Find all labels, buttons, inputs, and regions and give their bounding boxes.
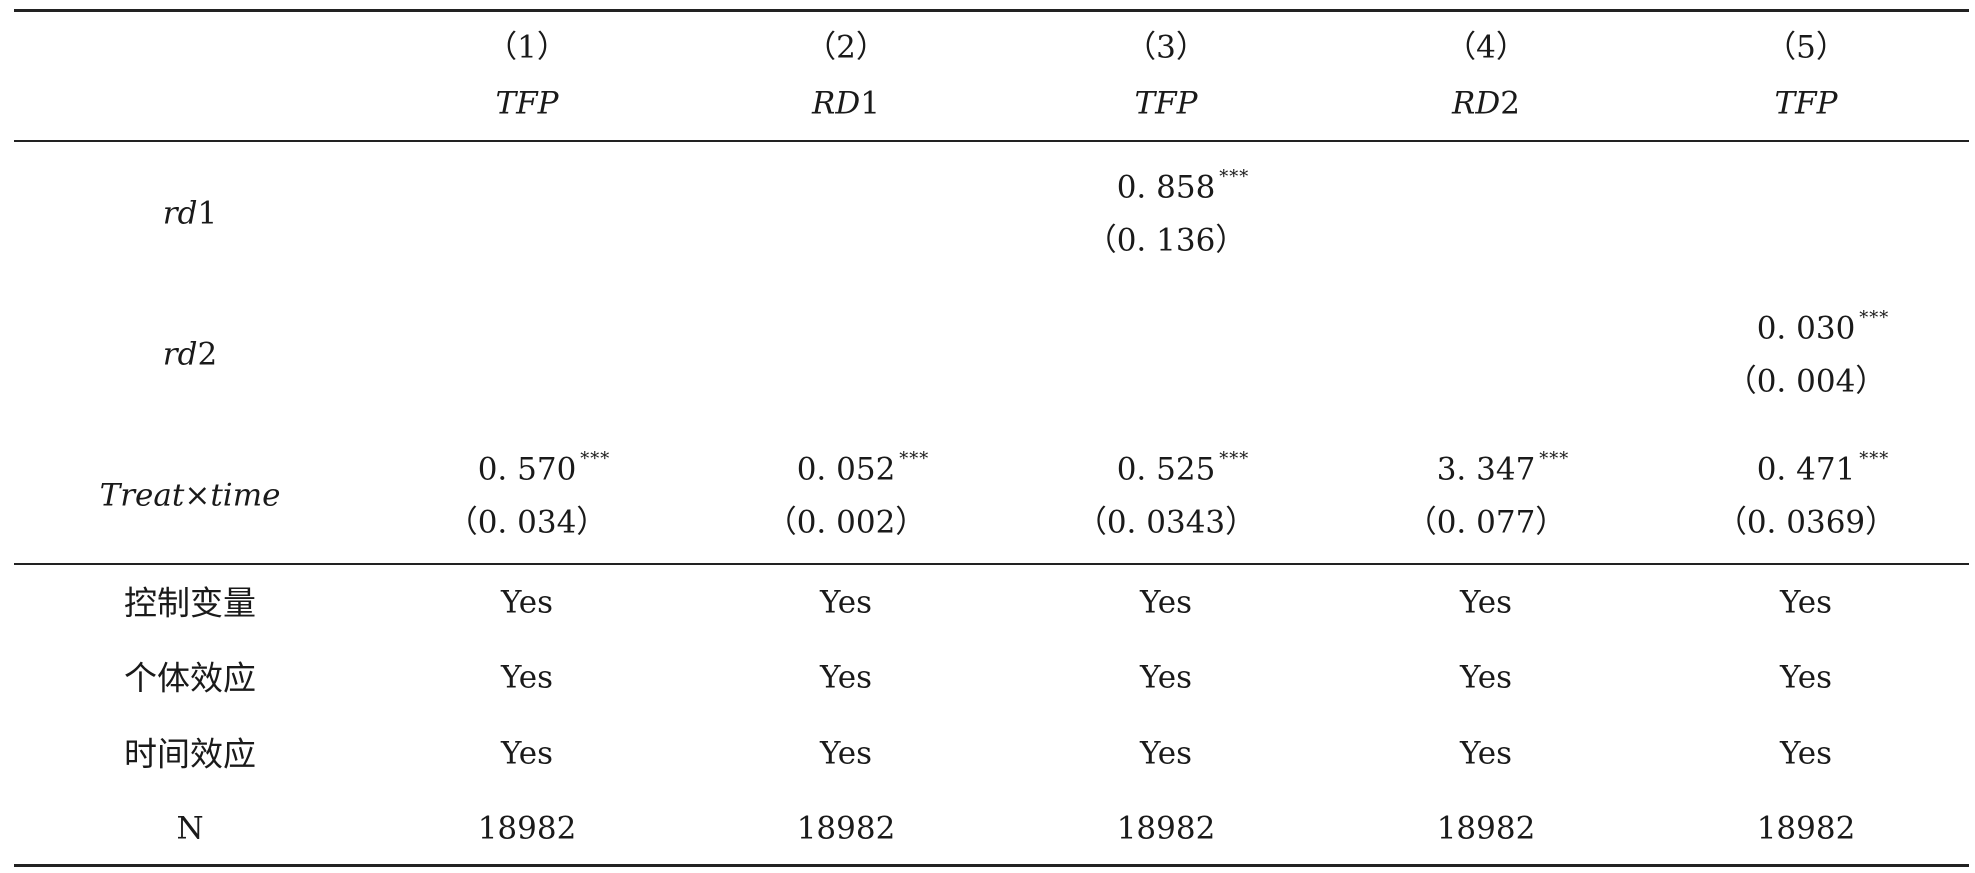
treat-time-se-col4: （0. 077）: [1405, 504, 1567, 541]
row-label-time-effect: 时间效应: [124, 734, 256, 774]
treat-time-coef-col2: 0. 052 ***: [796, 450, 929, 488]
top-rule: [14, 9, 1969, 12]
significance-stars: ***: [580, 448, 611, 470]
row-label-rd2: rd2: [162, 336, 218, 373]
individual-effect-col5: Yes: [1779, 659, 1833, 696]
time-effect-col4: Yes: [1459, 735, 1513, 772]
treat-time-coef-col1: 0. 570 ***: [477, 450, 610, 488]
individual-effect-col3: Yes: [1139, 659, 1193, 696]
col-variable-5: TFP: [1774, 85, 1838, 122]
col-number-3: （3）: [1125, 29, 1207, 66]
controls-col1: Yes: [500, 584, 554, 621]
row-label-n: N: [176, 810, 204, 847]
n-col2: 18982: [796, 810, 896, 847]
time-effect-col5: Yes: [1779, 735, 1833, 772]
col-variable-3: TFP: [1134, 85, 1198, 122]
rd2-coef-col5: 0. 030 ***: [1756, 309, 1889, 347]
row-label-italic: rd: [162, 195, 198, 232]
time-effect-col1: Yes: [500, 735, 554, 772]
significance-stars: ***: [1539, 448, 1570, 470]
row-label-individual-effect: 个体效应: [124, 658, 256, 698]
col-number-5: （5）: [1765, 29, 1847, 66]
controls-col2: Yes: [819, 584, 873, 621]
significance-stars: ***: [1859, 307, 1890, 329]
coef-value: 0. 052: [796, 451, 896, 488]
treat-time-coef-col3: 0. 525 ***: [1116, 450, 1249, 488]
col-variable-name: TFP: [1774, 85, 1838, 122]
coef-value: 0. 525: [1116, 451, 1216, 488]
col-variable-1: TFP: [495, 85, 559, 122]
coef-value: 0. 570: [477, 451, 577, 488]
treat-time-se-col2: （0. 002）: [765, 504, 927, 541]
col-number-4: （4）: [1445, 29, 1527, 66]
col-number-2: （2）: [805, 29, 887, 66]
header-rule: [14, 140, 1969, 142]
time-effect-col3: Yes: [1139, 735, 1193, 772]
n-col5: 18982: [1756, 810, 1856, 847]
col-variable-name: TFP: [1134, 85, 1198, 122]
controls-col5: Yes: [1779, 584, 1833, 621]
col-variable-4: RD2: [1452, 85, 1520, 122]
col-variable-2: RD1: [812, 85, 880, 122]
col-variable-name: RD: [1452, 85, 1501, 122]
row-label-treat-time: Treat×time: [99, 477, 281, 514]
row-label-suffix: 1: [197, 195, 218, 232]
controls-col4: Yes: [1459, 584, 1513, 621]
bottom-rule: [14, 864, 1969, 867]
significance-stars: ***: [1859, 448, 1890, 470]
coef-value: 0. 858: [1116, 169, 1216, 206]
significance-stars: ***: [899, 448, 930, 470]
treat-time-se-col3: （0. 0343）: [1075, 504, 1257, 541]
treat-time-se-col5: （0. 0369）: [1715, 504, 1897, 541]
time-effect-col2: Yes: [819, 735, 873, 772]
significance-stars: ***: [1219, 448, 1250, 470]
col-variable-suffix: 1: [860, 85, 880, 122]
row-label-italic: rd: [162, 336, 198, 373]
controls-col3: Yes: [1139, 584, 1193, 621]
body-rule: [14, 563, 1969, 565]
col-variable-suffix: 2: [1500, 85, 1520, 122]
col-number-1: （1）: [486, 29, 568, 66]
significance-stars: ***: [1219, 166, 1250, 188]
treat-time-se-col1: （0. 034）: [446, 504, 608, 541]
coef-value: 0. 471: [1756, 451, 1856, 488]
individual-effect-col4: Yes: [1459, 659, 1513, 696]
treat-time-coef-col5: 0. 471 ***: [1756, 450, 1889, 488]
coef-value: 0. 030: [1756, 310, 1856, 347]
rd1-coef-col3: 0. 858 ***: [1116, 168, 1249, 206]
n-col1: 18982: [477, 810, 577, 847]
row-label-controls: 控制变量: [124, 583, 256, 623]
col-variable-name: RD: [812, 85, 861, 122]
individual-effect-col2: Yes: [819, 659, 873, 696]
rd2-se-col5: （0. 004）: [1725, 363, 1887, 400]
n-col3: 18982: [1116, 810, 1216, 847]
treat-time-coef-col4: 3. 347 ***: [1436, 450, 1569, 488]
coef-value: 3. 347: [1436, 451, 1536, 488]
col-variable-name: TFP: [495, 85, 559, 122]
row-label-rd1: rd1: [162, 195, 218, 232]
rd1-se-col3: （0. 136）: [1085, 222, 1247, 259]
individual-effect-col1: Yes: [500, 659, 554, 696]
row-label-suffix: 2: [197, 336, 218, 373]
n-col4: 18982: [1436, 810, 1536, 847]
